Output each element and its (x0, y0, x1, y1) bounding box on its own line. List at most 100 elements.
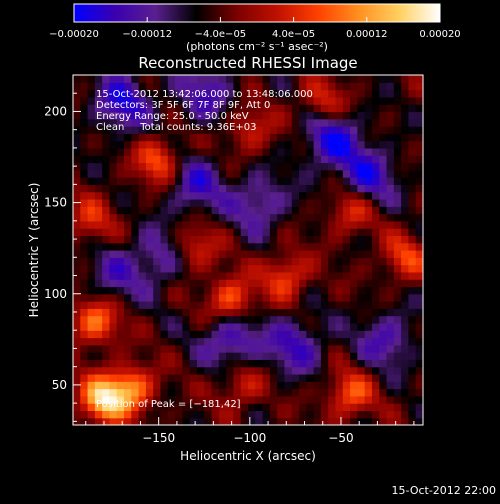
heatmap-cell (109, 140, 118, 149)
heatmap-cell (335, 366, 344, 375)
heatmap-cell (189, 198, 198, 207)
heatmap-cell (357, 191, 366, 200)
heatmap-cell (386, 111, 395, 120)
heatmap-cell (131, 177, 140, 185)
heatmap-cell (80, 206, 89, 215)
heatmap-cell (204, 366, 213, 375)
heatmap-cell (248, 177, 256, 185)
heatmap-cell (233, 111, 242, 120)
heatmap-cell (277, 213, 286, 222)
heatmap-cell (218, 301, 227, 309)
heatmap-cell (167, 337, 176, 346)
heatmap-cell (87, 301, 96, 309)
heatmap-cell (160, 373, 169, 382)
heatmap-cell (306, 96, 315, 105)
heatmap-cell (262, 191, 271, 200)
heatmap-cell (379, 184, 388, 193)
heatmap-cell (364, 140, 373, 149)
heatmap-cell (160, 104, 169, 113)
heatmap-cell (102, 228, 111, 237)
heatmap-cell (196, 337, 205, 346)
heatmap-cell (145, 213, 154, 222)
heatmap-cell (211, 271, 220, 280)
heatmap-cell (379, 315, 388, 324)
heatmap-cell (291, 184, 300, 193)
heatmap-cell (320, 169, 329, 178)
heatmap-cell (350, 228, 358, 237)
heatmap-cell (357, 250, 366, 258)
heatmap-cell (80, 330, 89, 339)
heatmap-cell (182, 169, 191, 178)
heatmap-cell (401, 213, 410, 222)
heatmap-cell (167, 206, 176, 215)
heatmap-cell (328, 344, 337, 353)
heatmap-cell (175, 235, 183, 244)
heatmap-cell (364, 279, 373, 288)
heatmap-cell (248, 89, 256, 98)
heatmap-cell (284, 359, 293, 368)
heatmap-cell (371, 213, 380, 222)
heatmap-cell (87, 118, 96, 127)
heatmap-cell (357, 118, 366, 127)
heatmap-cell (291, 235, 300, 244)
heatmap-cell (218, 206, 227, 215)
heatmap-cell (269, 228, 278, 237)
heatmap-cell (145, 373, 154, 382)
heatmap-cell (379, 388, 388, 397)
heatmap-cell (299, 395, 307, 404)
heatmap-cell (335, 330, 344, 339)
heatmap-cell (131, 140, 140, 149)
heatmap-cell (80, 366, 89, 375)
colorbar-unit-label: (photons cm⁻² s⁻¹ asec⁻²) (186, 40, 328, 53)
heatmap-cell (371, 271, 380, 280)
heatmap-cell (357, 89, 366, 98)
heatmap-cell (342, 118, 351, 127)
heatmap-cell (182, 257, 191, 266)
heatmap-cell (328, 228, 337, 237)
heatmap-cell (109, 264, 118, 273)
heatmap-cell (218, 403, 227, 412)
heatmap-cell (255, 177, 264, 185)
heatmap-cell (102, 395, 111, 404)
heatmap-cell (116, 373, 125, 382)
heatmap-cell (73, 330, 81, 339)
heatmap-cell (109, 322, 118, 331)
heatmap-cell (386, 96, 395, 105)
heatmap-cell (415, 352, 423, 360)
heatmap-cell (379, 381, 388, 390)
heatmap-cell (145, 104, 154, 113)
heatmap-cell (175, 133, 183, 142)
heatmap-cell (401, 373, 410, 382)
heatmap-cell (364, 352, 373, 360)
heatmap-cell (124, 96, 132, 105)
heatmap-cell (102, 381, 111, 390)
heatmap-cell (73, 177, 81, 185)
heatmap-cell (204, 206, 213, 215)
heatmap-cell (167, 388, 176, 397)
heatmap-cell (87, 410, 96, 419)
heatmap-cell (313, 242, 322, 251)
heatmap-cell (87, 417, 96, 425)
heatmap-cell (189, 381, 198, 390)
heatmap-cell (306, 177, 315, 185)
heatmap-cell (211, 410, 220, 419)
heatmap-cell (248, 162, 256, 171)
heatmap-cell (248, 96, 256, 105)
heatmap-cell (218, 279, 227, 288)
heatmap-cell (116, 271, 125, 280)
heatmap-cell (233, 191, 242, 200)
heatmap-cell (379, 198, 388, 207)
heatmap-cell (299, 344, 307, 353)
heatmap-cell (175, 140, 183, 149)
heatmap-cell (364, 126, 373, 134)
heatmap-cell (342, 184, 351, 193)
heatmap-cell (291, 352, 300, 360)
heatmap-cell (357, 337, 366, 346)
heatmap-cell (342, 410, 351, 419)
heatmap-cell (189, 286, 198, 295)
heatmap-cell (240, 206, 249, 215)
heatmap-cell (138, 104, 147, 113)
heatmap-cell (313, 126, 322, 134)
heatmap-cell (408, 82, 417, 91)
heatmap-cell (357, 155, 366, 164)
